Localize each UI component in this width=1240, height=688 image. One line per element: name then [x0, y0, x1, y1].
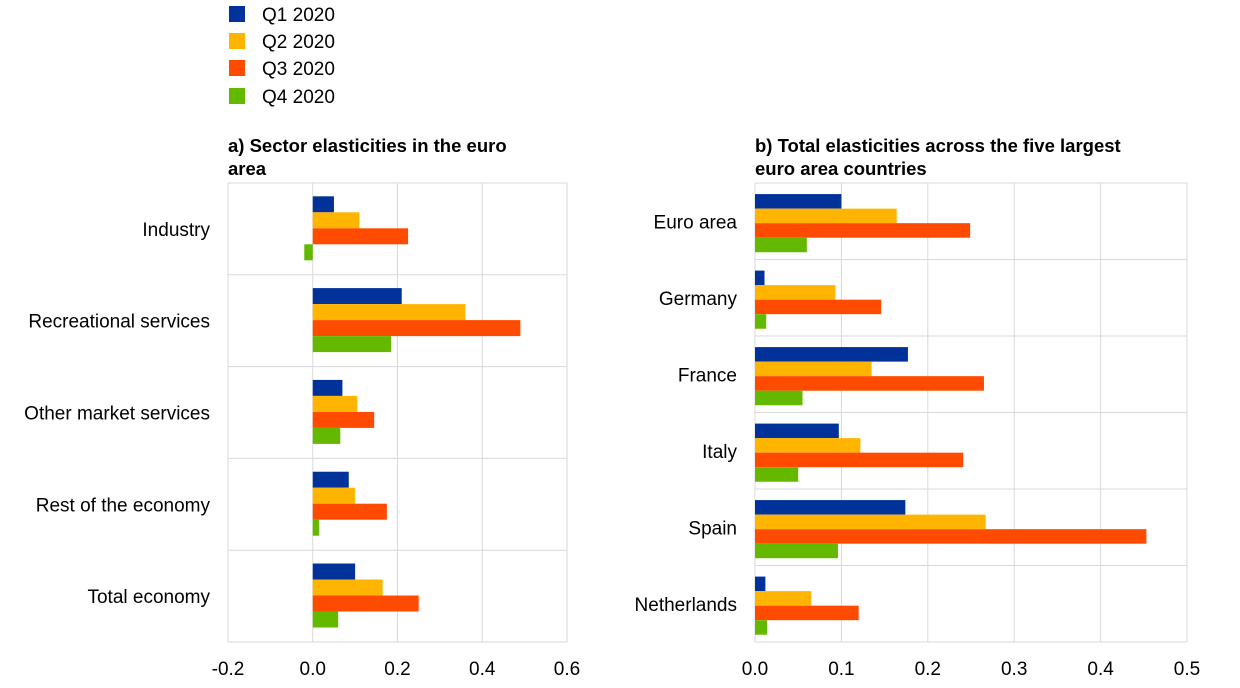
- legend-label: Q2 2020: [262, 32, 335, 53]
- bar-q1-netherlands: [755, 576, 766, 592]
- bar-q1-italy: [755, 423, 839, 439]
- bar-q4-france: [755, 390, 803, 406]
- bar-q2-italy: [755, 438, 861, 453]
- bar-q4-industry: [304, 244, 313, 261]
- legend-label: Q1 2020: [262, 5, 335, 26]
- category-label: Euro area: [654, 212, 738, 233]
- bar-q3-industry: [312, 228, 409, 245]
- bar-q2-germany: [755, 285, 836, 300]
- category-label: Italy: [702, 442, 737, 463]
- legend-swatch: [229, 88, 245, 104]
- bar-q3-other-market-services: [312, 411, 375, 428]
- x-tick-label: 0.1: [828, 659, 854, 680]
- category-label: Germany: [659, 289, 738, 310]
- bar-q1-spain: [755, 500, 906, 515]
- bar-q1-industry: [312, 196, 334, 213]
- bar-q2-recreational-services: [312, 304, 466, 321]
- bar-q3-germany: [755, 299, 882, 315]
- bar-q2-netherlands: [755, 591, 812, 606]
- category-label: Rest of the economy: [36, 495, 211, 516]
- x-tick-label: 0.6: [554, 659, 580, 680]
- x-tick-label: 0.4: [1087, 659, 1114, 680]
- bar-q3-netherlands: [755, 605, 859, 621]
- bar-q2-total-economy: [312, 579, 383, 596]
- bar-q3-italy: [755, 452, 964, 468]
- bar-q2-euro-area: [755, 208, 897, 224]
- category-label: Total economy: [87, 587, 210, 608]
- chart-title: a) Sector elasticities in the euro: [228, 135, 507, 156]
- x-tick-label: 0.0: [300, 659, 326, 680]
- bar-q1-other-market-services: [312, 379, 343, 396]
- bar-q1-rest-of-the-economy: [312, 471, 349, 488]
- category-label: Recreational services: [28, 312, 210, 333]
- bar-q3-rest-of-the-economy: [312, 503, 387, 520]
- x-tick-label: 0.4: [469, 659, 496, 680]
- bar-q4-other-market-services: [312, 427, 341, 444]
- bar-q3-euro-area: [755, 223, 971, 238]
- legend-label: Q4 2020: [262, 87, 335, 108]
- category-label: Spain: [688, 518, 737, 539]
- bar-q2-other-market-services: [312, 395, 358, 412]
- bar-q4-netherlands: [755, 620, 768, 635]
- x-tick-label: 0.2: [384, 659, 410, 680]
- bar-q4-germany: [755, 314, 767, 329]
- bar-q3-recreational-services: [312, 320, 521, 337]
- legend-label: Q3 2020: [262, 59, 335, 80]
- chart-title: euro area countries: [755, 158, 927, 179]
- chart-title: area: [228, 158, 267, 179]
- bar-q1-euro-area: [755, 194, 842, 209]
- bar-q2-rest-of-the-economy: [312, 487, 356, 504]
- bar-q3-total-economy: [312, 595, 419, 612]
- bar-q4-euro-area: [755, 237, 807, 253]
- bar-q4-rest-of-the-economy: [312, 519, 320, 536]
- bar-q2-france: [755, 361, 872, 377]
- bar-q4-italy: [755, 467, 799, 482]
- category-label: Other market services: [24, 404, 210, 425]
- chart-title: b) Total elasticities across the five la…: [755, 135, 1121, 156]
- x-tick-label: 0.3: [1001, 659, 1027, 680]
- category-label: Netherlands: [635, 595, 737, 616]
- bar-q1-total-economy: [312, 563, 356, 580]
- x-tick-label: -0.2: [212, 659, 245, 680]
- bar-q2-industry: [312, 212, 360, 229]
- bar-q2-spain: [755, 514, 986, 530]
- bar-q4-total-economy: [312, 611, 339, 628]
- bar-q1-recreational-services: [312, 288, 402, 305]
- bar-q4-recreational-services: [312, 336, 392, 353]
- x-tick-label: 0.2: [915, 659, 941, 680]
- bar-q1-france: [755, 347, 908, 362]
- category-label: Industry: [142, 220, 210, 241]
- bar-q1-germany: [755, 270, 765, 286]
- x-tick-label: 0.5: [1174, 659, 1200, 680]
- bar-q3-france: [755, 376, 984, 391]
- category-label: France: [678, 365, 737, 386]
- x-tick-label: 0.0: [742, 659, 768, 680]
- bar-q4-spain: [755, 543, 838, 559]
- legend-swatch: [229, 60, 245, 76]
- bar-q3-spain: [755, 529, 1147, 544]
- legend-swatch: [229, 33, 245, 49]
- legend-swatch: [229, 6, 245, 22]
